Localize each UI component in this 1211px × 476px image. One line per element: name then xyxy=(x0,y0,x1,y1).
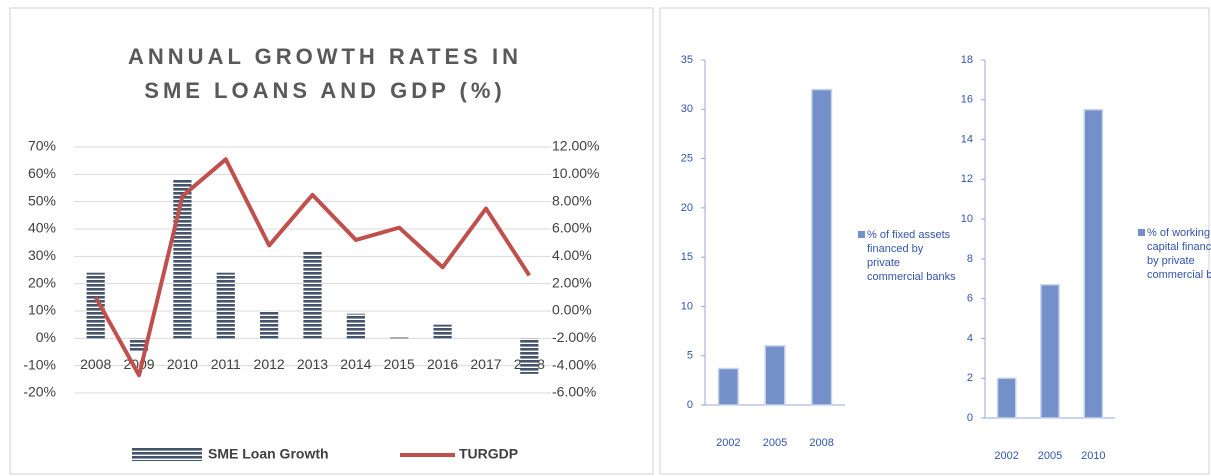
panel xyxy=(9,7,654,475)
y-tick-label: 25 xyxy=(681,152,693,164)
y-tick-label: 10 xyxy=(681,300,693,312)
chart-title: ANNUAL GROWTH RATES IN SME LOANS AND GDP… xyxy=(128,44,522,103)
y-tick-label: 18 xyxy=(961,54,973,66)
y-tick-label: 70% xyxy=(28,138,56,154)
y2-tick-label: 8.00% xyxy=(552,192,592,208)
y-tick-label: 10% xyxy=(28,302,56,318)
bar xyxy=(764,345,786,406)
y-tick-label: 5 xyxy=(687,350,693,362)
y-tick-label: 6 xyxy=(967,293,973,305)
bar xyxy=(1040,283,1060,419)
x-tick-label: 2005 xyxy=(763,437,787,449)
bar xyxy=(520,338,539,374)
panel xyxy=(659,7,1210,475)
y-tick-label: 35 xyxy=(681,54,693,66)
x-tick-label: 2016 xyxy=(427,356,458,372)
y-tick-label: 0 xyxy=(967,412,973,424)
legend-label: % of working capital financed by private… xyxy=(1147,227,1211,281)
bar xyxy=(346,313,365,339)
y2-tick-label: 4.00% xyxy=(552,247,592,263)
y-tick-label: 4 xyxy=(967,332,973,344)
x-tick-label: 2005 xyxy=(1038,450,1062,462)
y-tick-label: 8 xyxy=(967,253,973,265)
y-tick-label: 15 xyxy=(681,251,693,263)
bar xyxy=(216,272,235,339)
bar xyxy=(433,324,452,339)
y2-tick-label: -2.00% xyxy=(552,329,596,345)
x-tick-label: 2017 xyxy=(470,356,501,372)
x-tick-label: 2012 xyxy=(254,356,285,372)
bar xyxy=(1083,108,1104,419)
legend-label: TURGDP xyxy=(459,446,518,462)
y2-tick-label: -6.00% xyxy=(552,384,596,400)
x-tick-label: 2013 xyxy=(297,356,328,372)
y2-tick-label: 0.00% xyxy=(552,302,592,318)
legend-swatch xyxy=(132,447,202,461)
x-tick-label: 2014 xyxy=(340,356,371,372)
x-tick-label: 2008 xyxy=(809,437,833,449)
x-tick-label: 2011 xyxy=(211,356,241,372)
y-tick-label: 20 xyxy=(681,202,693,214)
bar xyxy=(86,272,105,339)
y2-tick-label: 2.00% xyxy=(552,274,592,290)
x-tick-label: 2002 xyxy=(994,450,1018,462)
x-tick-label: 2008 xyxy=(80,356,111,372)
legend-swatch xyxy=(1138,229,1145,236)
x-tick-label: 2015 xyxy=(384,356,415,372)
x-tick-label: 2010 xyxy=(1081,450,1105,462)
legend-label: % of fixed assets financed by private co… xyxy=(867,229,956,283)
y-tick-label: -20% xyxy=(23,384,56,400)
bar xyxy=(996,377,1017,419)
y-tick-label: 2 xyxy=(967,372,973,384)
y-tick-label: 10 xyxy=(961,213,973,225)
y-tick-label: 0% xyxy=(36,329,56,345)
y2-tick-label: 6.00% xyxy=(552,220,592,236)
y-tick-label: 12 xyxy=(961,173,973,185)
y-tick-label: 30% xyxy=(28,247,56,263)
y2-tick-label: 10.00% xyxy=(552,165,599,181)
legend-swatch xyxy=(858,231,865,238)
y-tick-label: 30 xyxy=(681,103,693,115)
y-tick-label: 60% xyxy=(28,165,56,181)
y-tick-label: 40% xyxy=(28,220,56,236)
y-tick-label: 14 xyxy=(961,133,973,145)
legend-label: SME Loan Growth xyxy=(208,446,329,462)
bar xyxy=(717,367,739,406)
y2-tick-label: -4.00% xyxy=(552,356,596,372)
bar xyxy=(260,311,279,339)
bar xyxy=(811,88,833,406)
bar xyxy=(390,337,409,339)
y-tick-label: 16 xyxy=(961,94,973,106)
x-tick-label: 2010 xyxy=(167,356,198,372)
y-tick-label: 50% xyxy=(28,192,56,208)
line xyxy=(93,157,531,378)
x-tick-label: 2002 xyxy=(716,437,740,449)
y-tick-label: 0 xyxy=(687,399,693,411)
y-tick-label: 20% xyxy=(28,274,56,290)
y-tick-label: -10% xyxy=(23,356,56,372)
bar xyxy=(303,250,322,339)
y2-tick-label: 12.00% xyxy=(552,138,599,154)
